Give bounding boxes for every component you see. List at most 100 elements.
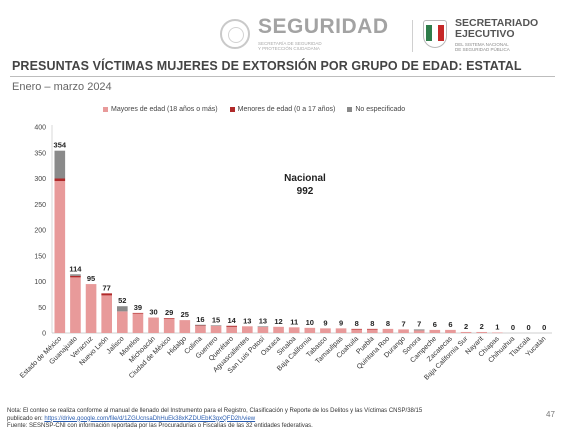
bar-segment: [195, 325, 206, 333]
bar-segment: [54, 178, 66, 182]
header: SEGURIDAD SECRETARÍA DE SEGURIDAD Y PROT…: [0, 0, 565, 58]
bar-segment: [476, 331, 487, 333]
header-divider: [412, 20, 413, 52]
bar-total-label: 8: [370, 319, 374, 328]
bar-segment: [54, 181, 66, 333]
bar-segment: [70, 275, 81, 278]
bar-total-label: 354: [54, 141, 67, 150]
page-title: PRESUNTAS VÍCTIMAS MUJERES DE EXTORSIÓN …: [12, 59, 522, 73]
bar-segment: [132, 313, 144, 333]
sesnsp-sub-line1: DEL SISTEMA NACIONAL: [455, 42, 509, 47]
sesnsp-sub-line2: DE SEGURIDAD PÚBLICA: [455, 47, 510, 52]
bar-total-label: 6: [448, 320, 452, 329]
sesnsp-title-line2: EJECUTIVO: [455, 28, 515, 40]
footnote-line3: Fuente: SESNSP-CNI con información repor…: [7, 423, 313, 429]
footnote-line2: publicado en: https://drive.google.com/f…: [7, 416, 527, 424]
bar-total-label: 14: [228, 316, 237, 325]
bar-segment: [460, 331, 472, 333]
bar-segment: [304, 327, 316, 333]
bar-segment: [288, 327, 300, 333]
bar-segment: [163, 318, 175, 333]
bar-segment: [179, 320, 191, 333]
bar-total-label: 29: [165, 308, 173, 317]
seguridad-sub-line2: Y PROTECCIÓN CIUDADANA: [258, 46, 320, 51]
source-link[interactable]: https://drive.google.com/file/d/1ZGUcnsa…: [44, 415, 256, 422]
bar-total-label: 7: [401, 319, 405, 328]
footnote-line1: Nota: El conteo se realiza conforme al m…: [7, 408, 423, 414]
nacional-total: 992: [297, 186, 314, 197]
bar-segment: [445, 329, 456, 333]
bar-segment: [226, 326, 237, 333]
y-tick-label: 400: [34, 125, 46, 132]
bar-total-label: 12: [274, 317, 282, 326]
bar-segment: [148, 317, 159, 333]
y-tick-label: 250: [34, 202, 46, 209]
legend-label-menores: Menores de edad (0 a 17 años): [237, 106, 336, 113]
y-tick-label: 50: [38, 305, 46, 312]
bar-segment: [492, 332, 503, 334]
nacional-label: Nacional: [284, 173, 326, 184]
y-tick-label: 300: [34, 176, 46, 183]
bar-total-label: 15: [212, 315, 220, 324]
bar-total-label: 95: [87, 274, 95, 283]
seguridad-logo-subtitle: SECRETARÍA DE SEGURIDAD Y PROTECCIÓN CIU…: [258, 41, 322, 51]
legend-item-mayores: Mayores de edad (18 años o más): [103, 106, 218, 113]
bar-total-label: 8: [386, 319, 390, 328]
bar-segment: [117, 311, 128, 333]
footnote-link-prefix: publicado en:: [7, 415, 45, 422]
bar-total-label: 39: [134, 303, 142, 312]
bar-total-label: 11: [290, 317, 298, 326]
bar-total-label: 0: [511, 323, 515, 332]
bar-total-label: 2: [480, 322, 484, 331]
y-tick-label: 200: [34, 228, 46, 235]
bar-total-label: 8: [355, 319, 359, 328]
bar-total-label: 16: [196, 315, 204, 324]
sesnsp-logo-title: SECRETARIADO EJECUTIVO: [455, 18, 538, 40]
sesnsp-shield-icon: [423, 20, 447, 48]
bar-segment: [367, 328, 378, 330]
sesnsp-title-line1: SECRETARIADO: [455, 17, 539, 29]
bar-segment: [226, 325, 237, 327]
bar-segment: [257, 326, 269, 327]
bar-total-label: 9: [339, 318, 343, 327]
bar-total-label: 13: [243, 316, 251, 325]
bar-total-label: 7: [417, 319, 421, 328]
bar-total-label: 13: [259, 316, 267, 325]
y-tick-label: 150: [34, 253, 46, 260]
y-tick-label: 0: [42, 331, 46, 338]
bar-segment: [70, 274, 81, 276]
bar-segment: [85, 284, 97, 333]
bar-segment: [117, 306, 128, 312]
bar-segment: [335, 328, 347, 333]
legend-swatch-menores: [229, 107, 235, 112]
bar-total-label: 0: [542, 323, 546, 332]
bar-segment: [242, 326, 253, 333]
legend-item-menores: Menores de edad (0 a 17 años): [229, 106, 336, 113]
bar-total-label: 114: [69, 264, 82, 273]
bar-segment: [273, 326, 284, 333]
bar-total-label: 52: [118, 296, 126, 305]
bar-segment: [195, 325, 206, 326]
bar-total-label: 1: [495, 322, 499, 331]
bar-segment: [257, 326, 269, 333]
bar-segment: [398, 329, 409, 333]
bar-total-label: 9: [323, 318, 327, 327]
legend-label-mayores: Mayores de edad (18 años o más): [111, 106, 218, 113]
seguridad-sub-line1: SECRETARÍA DE SEGURIDAD: [258, 41, 322, 46]
bar-segment: [210, 325, 222, 333]
bar-total-label: 30: [149, 308, 157, 317]
bar-segment: [351, 329, 362, 333]
bar-segment: [382, 328, 394, 333]
chart-legend: Mayores de edad (18 años o más) Menores …: [103, 106, 405, 113]
bar-segment: [351, 328, 362, 330]
bar-segment: [413, 330, 425, 333]
bar-segment: [101, 295, 112, 333]
y-tick-label: 100: [34, 279, 46, 286]
period-label: Enero – marzo 2024: [12, 81, 112, 93]
sesnsp-logo-subtitle: DEL SISTEMA NACIONAL DE SEGURIDAD PÚBLIC…: [455, 42, 510, 52]
mexico-seal-icon: [220, 19, 250, 49]
bar-segment: [101, 293, 112, 296]
bar-segment: [132, 312, 144, 314]
bar-segment: [163, 318, 175, 319]
